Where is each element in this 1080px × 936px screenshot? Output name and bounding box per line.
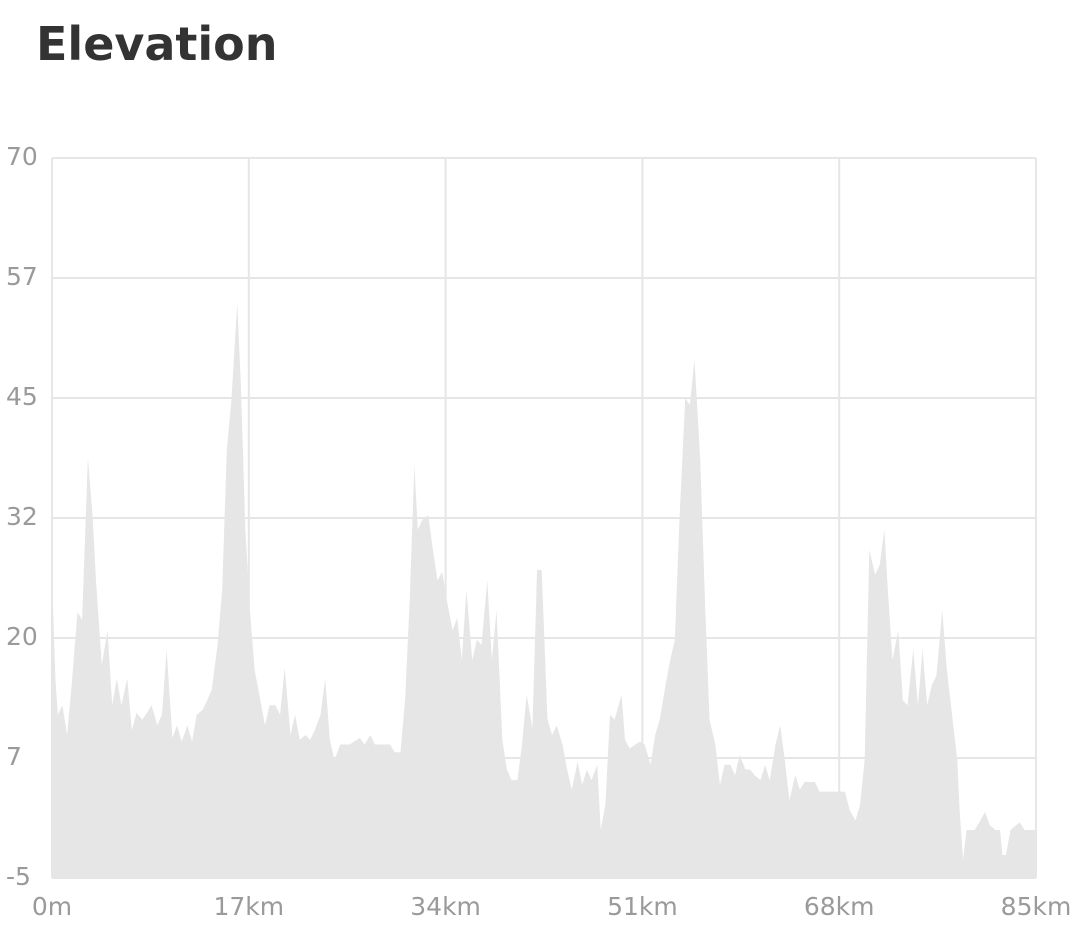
x-tick-label: 34km [410, 892, 481, 921]
x-tick-label: 68km [804, 892, 875, 921]
y-tick-label: -5 [6, 862, 31, 891]
y-tick-label: 20 [6, 622, 38, 651]
y-tick-label: 70 [6, 142, 38, 171]
x-tick-label: 17km [213, 892, 284, 921]
y-tick-label: 32 [6, 502, 38, 531]
y-tick-label: 45 [6, 382, 38, 411]
y-tick-label: 7 [6, 742, 22, 771]
chart-title: Elevation [36, 17, 278, 71]
y-tick-label: 57 [6, 262, 38, 291]
x-tick-label: 51km [607, 892, 678, 921]
elevation-area [52, 302, 1036, 879]
x-tick-label: 85km [1001, 892, 1072, 921]
x-tick-label: 0m [32, 892, 72, 921]
